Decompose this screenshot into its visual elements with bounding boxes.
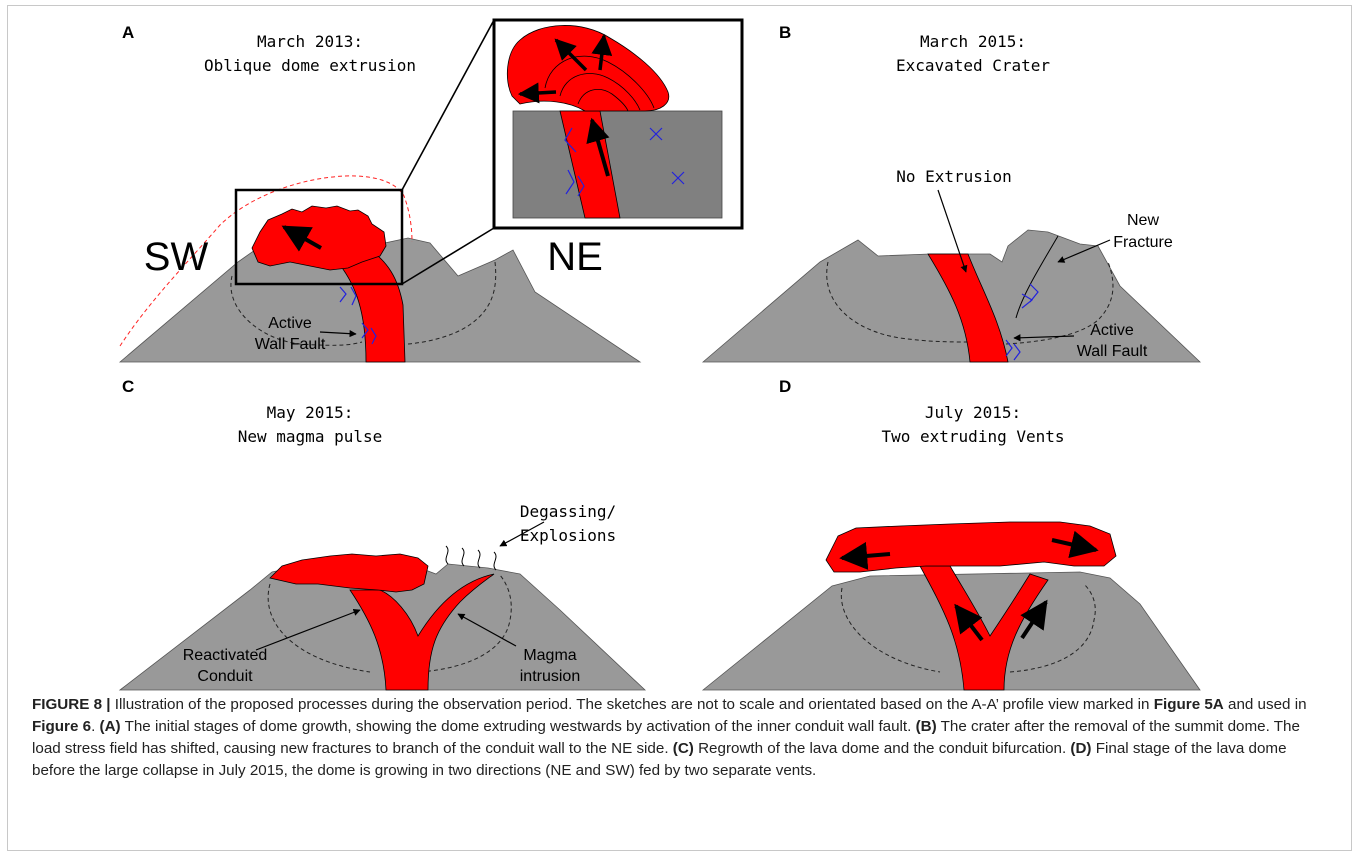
caption-tag-c: (C)	[672, 740, 694, 757]
panel-d-dashed-crater	[840, 583, 1096, 673]
panel-a-title-line2: Oblique dome extrusion	[204, 56, 416, 75]
panel-b-fault-label-2: Wall Fault	[1077, 343, 1148, 360]
panel-b-letter: B	[779, 23, 791, 42]
panel-b-title-line1: March 2015:	[920, 32, 1026, 51]
panel-c-intrusion-label-2: intrusion	[520, 668, 580, 685]
panel-a-letter: A	[122, 23, 134, 42]
panel-b-fault-label-1: Active	[1090, 322, 1134, 339]
panel-c-reactivated-label-2: Conduit	[197, 668, 253, 685]
panel-d: D July 2015: Two extruding Vents	[701, 377, 1201, 691]
panel-c-title-line1: May 2015:	[267, 403, 354, 422]
caption-text-a: The initial stages of dome growth, showi…	[120, 718, 916, 735]
panel-b-conduit	[927, 253, 1009, 363]
panel-b-fault-marks	[1005, 283, 1039, 361]
panel-a-fault-label-1: Active	[268, 315, 312, 332]
figure-illustration: A March 2013: Oblique dome extrusion	[118, 18, 1202, 691]
panel-a-prior-outline	[119, 175, 413, 347]
panel-a-title-line1: March 2013:	[257, 32, 363, 51]
panel-d-title-line2: Two extruding Vents	[881, 427, 1064, 446]
figure-caption: FIGURE 8 | Illustration of the proposed …	[32, 694, 1332, 782]
panel-b-fracture-label-1: New	[1127, 212, 1159, 229]
panel-c-degas-label-2: Explosions	[520, 526, 616, 545]
panel-a-conduit	[339, 247, 406, 363]
caption-ref1[interactable]: Figure 5A	[1153, 696, 1224, 713]
panel-d-dome	[825, 521, 1117, 573]
caption-text-c: Regrowth of the lava dome and the condui…	[693, 740, 1071, 757]
caption-tag-a: (A)	[99, 718, 121, 735]
panel-c-degassing-squiggles	[445, 545, 497, 571]
caption-text-b: The crater after the removal of the summ…	[32, 718, 1300, 757]
caption-ref2[interactable]: Figure 6	[32, 718, 92, 735]
caption-s1: Illustration of the proposed processes d…	[110, 696, 1154, 713]
panel-a-flow-arrow	[281, 225, 322, 252]
panel-d-letter: D	[779, 377, 791, 396]
caption-text-d: Final stage of the lava dome before the …	[32, 740, 1287, 779]
panel-b: B March 2015: Excavated Crater No Extrus…	[701, 23, 1202, 363]
panel-b-no-extrusion: No Extrusion	[896, 167, 1012, 186]
panel-a-inset	[492, 18, 744, 230]
caption-tag-d: (D)	[1070, 740, 1092, 757]
panel-c-dome	[269, 553, 429, 593]
caption-s3: .	[91, 718, 100, 735]
panel-a-fault-label-2: Wall Fault	[255, 336, 326, 353]
panel-c-intrusion-label-1: Magma	[523, 647, 576, 664]
panel-b-new-fracture	[1015, 235, 1059, 319]
panel-a-zoom-box	[234, 188, 404, 286]
panel-c-letter: C	[122, 377, 134, 396]
panel-a-dashed-crater	[230, 261, 497, 346]
panel-c: C May 2015: New magma pulse Degassing/ E…	[118, 377, 647, 691]
panel-c-reactivated-label-1: Reactivated	[183, 647, 268, 664]
panel-a-fault-marks	[339, 286, 377, 345]
panel-c-title-line2: New magma pulse	[238, 427, 383, 446]
panel-a: A March 2013: Oblique dome extrusion	[118, 18, 744, 363]
caption-s2: and used in	[1223, 696, 1307, 713]
panel-d-title-line1: July 2015:	[925, 403, 1021, 422]
panel-c-degas-label-1: Degassing/	[520, 502, 616, 521]
panel-c-conduit	[349, 573, 495, 691]
panel-b-dashed-crater	[826, 261, 1114, 345]
panel-b-title-line2: Excavated Crater	[896, 56, 1050, 75]
panel-b-fracture-label-2: Fracture	[1113, 234, 1173, 251]
caption-tag-b: (B)	[915, 718, 937, 735]
panel-a-dir-sw: SW	[144, 235, 209, 279]
caption-label: FIGURE 8 |	[32, 696, 111, 713]
panel-a-dir-ne: NE	[547, 235, 603, 279]
panel-a-dome	[251, 205, 387, 271]
panel-c-dashed-crater	[267, 574, 512, 673]
